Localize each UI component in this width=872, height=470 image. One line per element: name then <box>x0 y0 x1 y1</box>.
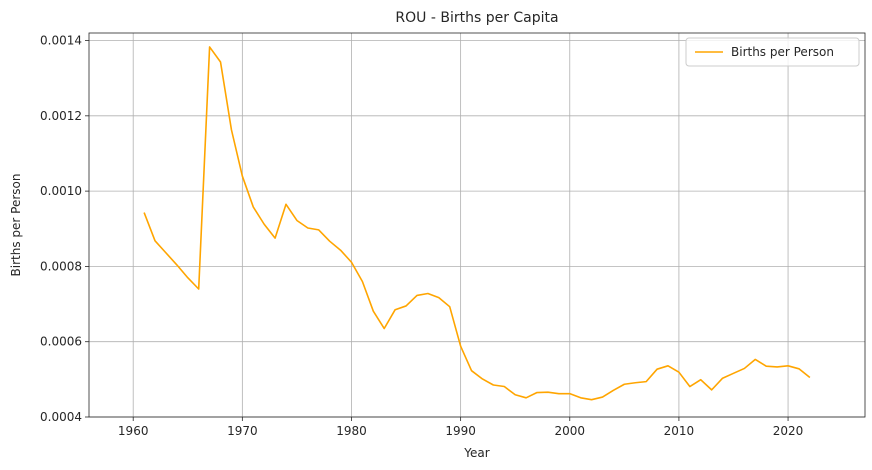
series-layer <box>143 46 811 401</box>
x-tick-label: 1960 <box>118 424 149 438</box>
y-tick-label: 0.0014 <box>40 34 82 48</box>
legend: Births per Person <box>685 37 860 67</box>
x-tick-label: 2020 <box>773 424 804 438</box>
series-line-births-per-person <box>143 46 811 401</box>
y-tick-label: 0.0004 <box>40 410 82 424</box>
axes-border <box>88 32 866 418</box>
y-axis-label: Births per Person <box>9 174 23 277</box>
y-tick-label: 0.0008 <box>40 259 82 273</box>
x-tick-label: 1980 <box>336 424 367 438</box>
y-tick-label: 0.0012 <box>40 109 82 123</box>
x-axis-label: Year <box>463 446 489 460</box>
y-tick-label: 0.0006 <box>40 335 82 349</box>
x-tick-label: 1970 <box>227 424 258 438</box>
plot-area <box>89 33 865 417</box>
x-tick-label: 2000 <box>554 424 585 438</box>
y-ticks: 0.0004 0.0006 0.0008 0.0010 0.0012 0.0014 <box>40 34 89 424</box>
x-ticks: 1960 1970 1980 1990 2000 2010 2020 <box>118 417 803 438</box>
legend-box <box>685 37 860 67</box>
chart-title: ROU - Births per Capita <box>395 10 558 26</box>
y-tick-label: 0.0010 <box>40 184 82 198</box>
x-tick-label: 2010 <box>664 424 695 438</box>
legend-label: Births per Person <box>731 45 834 59</box>
plot-frame <box>88 32 866 418</box>
x-tick-label: 1990 <box>445 424 476 438</box>
